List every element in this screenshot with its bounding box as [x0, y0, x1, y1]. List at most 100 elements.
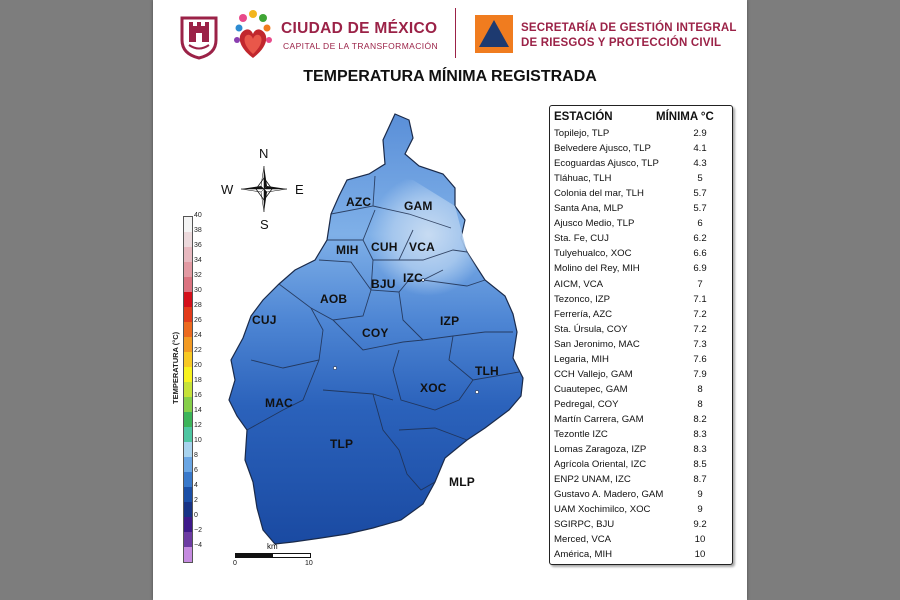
alcaldia-label-cuj: CUJ [252, 313, 277, 327]
header: CIUDAD DE MÉXICO CAPITAL DE LA TRANSFORM… [153, 0, 747, 64]
alcaldia-label-tlp: TLP [330, 437, 354, 451]
legend-swatch [184, 352, 192, 367]
legend-tick-label: −4 [194, 542, 202, 549]
table-row: AICM, VCA 7 [554, 279, 730, 294]
legend-swatch [184, 502, 192, 517]
table-row: Topilejo, TLP 2.9 [554, 128, 730, 143]
legend-tick-label: 20 [194, 362, 202, 369]
station-min-temp: 10 [694, 549, 706, 561]
station-name: Belvedere Ajusco, TLP [554, 143, 651, 155]
compass-e: E [295, 182, 304, 197]
station-min-temp: 7.6 [693, 353, 707, 365]
station-name: Merced, VCA [554, 534, 612, 546]
legend-tick-label: 8 [194, 452, 198, 459]
table-row: Tezonco, IZP 7.1 [554, 294, 730, 309]
legend-tick-label: 24 [194, 332, 202, 339]
table-row: Molino del Rey, MIH 6.9 [554, 263, 730, 278]
legend-swatch [184, 517, 192, 532]
station-min-temp: 4.1 [693, 143, 707, 155]
table-row: Sta. Úrsula, COY 7.2 [554, 324, 730, 339]
legend-tick-label: 40 [194, 212, 202, 219]
station-min-temp: 10 [694, 534, 706, 546]
header-divider [455, 8, 456, 58]
legend-swatch [184, 322, 192, 337]
station-name: Lomas Zaragoza, IZP [554, 444, 647, 456]
station-min-temp: 8 [697, 398, 703, 410]
cdmx-shield-logo [180, 16, 218, 60]
table-row: UAM Xochimilco, XOC 9 [554, 504, 730, 519]
legend-swatch [184, 277, 192, 292]
legend-swatch [184, 412, 192, 427]
scale-bar-graphic [235, 553, 311, 558]
station-min-temp: 8.5 [693, 459, 707, 471]
table-row: Colonia del mar, TLH 5.7 [554, 188, 730, 203]
legend-swatch [184, 487, 192, 502]
legend-tick-label: 14 [194, 407, 202, 414]
table-header-station: ESTACIÓN [554, 111, 613, 123]
alcaldia-label-mlp: MLP [449, 475, 475, 489]
legend-swatch [184, 472, 192, 487]
scale-unit: km [267, 542, 278, 551]
table-row: Tezontle IZC 8.3 [554, 429, 730, 444]
legend-tick-label: 6 [194, 467, 198, 474]
station-min-temp: 6.6 [693, 248, 707, 260]
station-min-temp: 9.2 [693, 519, 707, 531]
map-sheet: CIUDAD DE MÉXICO CAPITAL DE LA TRANSFORM… [153, 0, 747, 600]
alcaldia-label-gam: GAM [404, 199, 433, 213]
station-min-temp: 9 [697, 504, 703, 516]
alcaldia-label-aob: AOB [320, 292, 348, 306]
station-min-temp: 7.2 [693, 308, 707, 320]
table-row: ENP2 UNAM, IZC 8.7 [554, 474, 730, 489]
station-min-temp: 6 [697, 218, 703, 230]
secretaria-line-2: DE RIESGOS Y PROTECCIÓN CIVIL [521, 37, 722, 49]
station-min-temp: 5.7 [693, 188, 707, 200]
cdmx-name: CIUDAD DE MÉXICO [281, 20, 438, 37]
alcaldia-label-mac: MAC [265, 396, 293, 410]
compass-rose-icon [240, 165, 288, 213]
station-table: ESTACIÓN MÍNIMA °C Topilejo, TLP 2.9 Belve… [549, 105, 733, 565]
compass-s: S [260, 217, 269, 232]
station-name: Gustavo A. Madero, GAM [554, 489, 664, 501]
legend-swatch [184, 307, 192, 322]
cdmx-subtitle: CAPITAL DE LA TRANSFORMACIÓN [283, 41, 439, 51]
legend-swatch [184, 457, 192, 472]
alcaldia-label-bju: BJU [371, 277, 396, 291]
legend-swatch [184, 397, 192, 412]
station-name: Sta. Úrsula, COY [554, 323, 628, 335]
legend-color-bar [183, 216, 193, 563]
legend-tick-label: 16 [194, 392, 202, 399]
table-row: Merced, VCA 10 [554, 534, 730, 549]
legend-tick-label: 22 [194, 347, 202, 354]
station-name: Legaria, MIH [554, 353, 609, 365]
alcaldia-label-coy: COY [362, 326, 389, 340]
heart-logo [234, 10, 272, 58]
station-name: Tulyehualco, XOC [554, 248, 632, 260]
alcaldia-label-mih: MIH [336, 243, 359, 257]
table-row: CCH Vallejo, GAM 7.9 [554, 369, 730, 384]
station-min-temp: 8.3 [693, 429, 707, 440]
station-name: UAM Xochimilco, XOC [554, 504, 651, 516]
station-min-temp: 7.9 [693, 368, 707, 380]
secretaria-line-1: SECRETARÍA DE GESTIÓN INTEGRAL [521, 22, 737, 34]
station-name: Tezontle IZC [554, 429, 608, 440]
station-name: Sta. Fe, CUJ [554, 233, 609, 245]
compass-n: N [259, 146, 269, 161]
temperature-map [228, 113, 524, 545]
station-name: Martín Carrera, GAM [554, 413, 644, 425]
station-min-temp: 7 [697, 278, 703, 290]
legend-swatch [184, 367, 192, 382]
legend-swatch [184, 427, 192, 442]
legend-tick-label: 28 [194, 302, 202, 309]
legend-label: TEMPERATURA (°C) [171, 331, 180, 404]
table-row: Cuautepec, GAM 8 [554, 384, 730, 399]
legend-swatch [184, 532, 192, 547]
station-min-temp: 9 [697, 489, 703, 501]
legend-swatch [184, 442, 192, 457]
legend-tick-label: 18 [194, 377, 202, 384]
table-row: Martín Carrera, GAM 8.2 [554, 414, 730, 429]
table-row: SGIRPC, BJU 9.2 [554, 519, 730, 534]
legend-tick-label: 12 [194, 422, 202, 429]
station-name: Topilejo, TLP [554, 128, 610, 139]
station-min-temp: 6.2 [693, 233, 707, 245]
station-min-temp: 7.2 [693, 323, 707, 335]
